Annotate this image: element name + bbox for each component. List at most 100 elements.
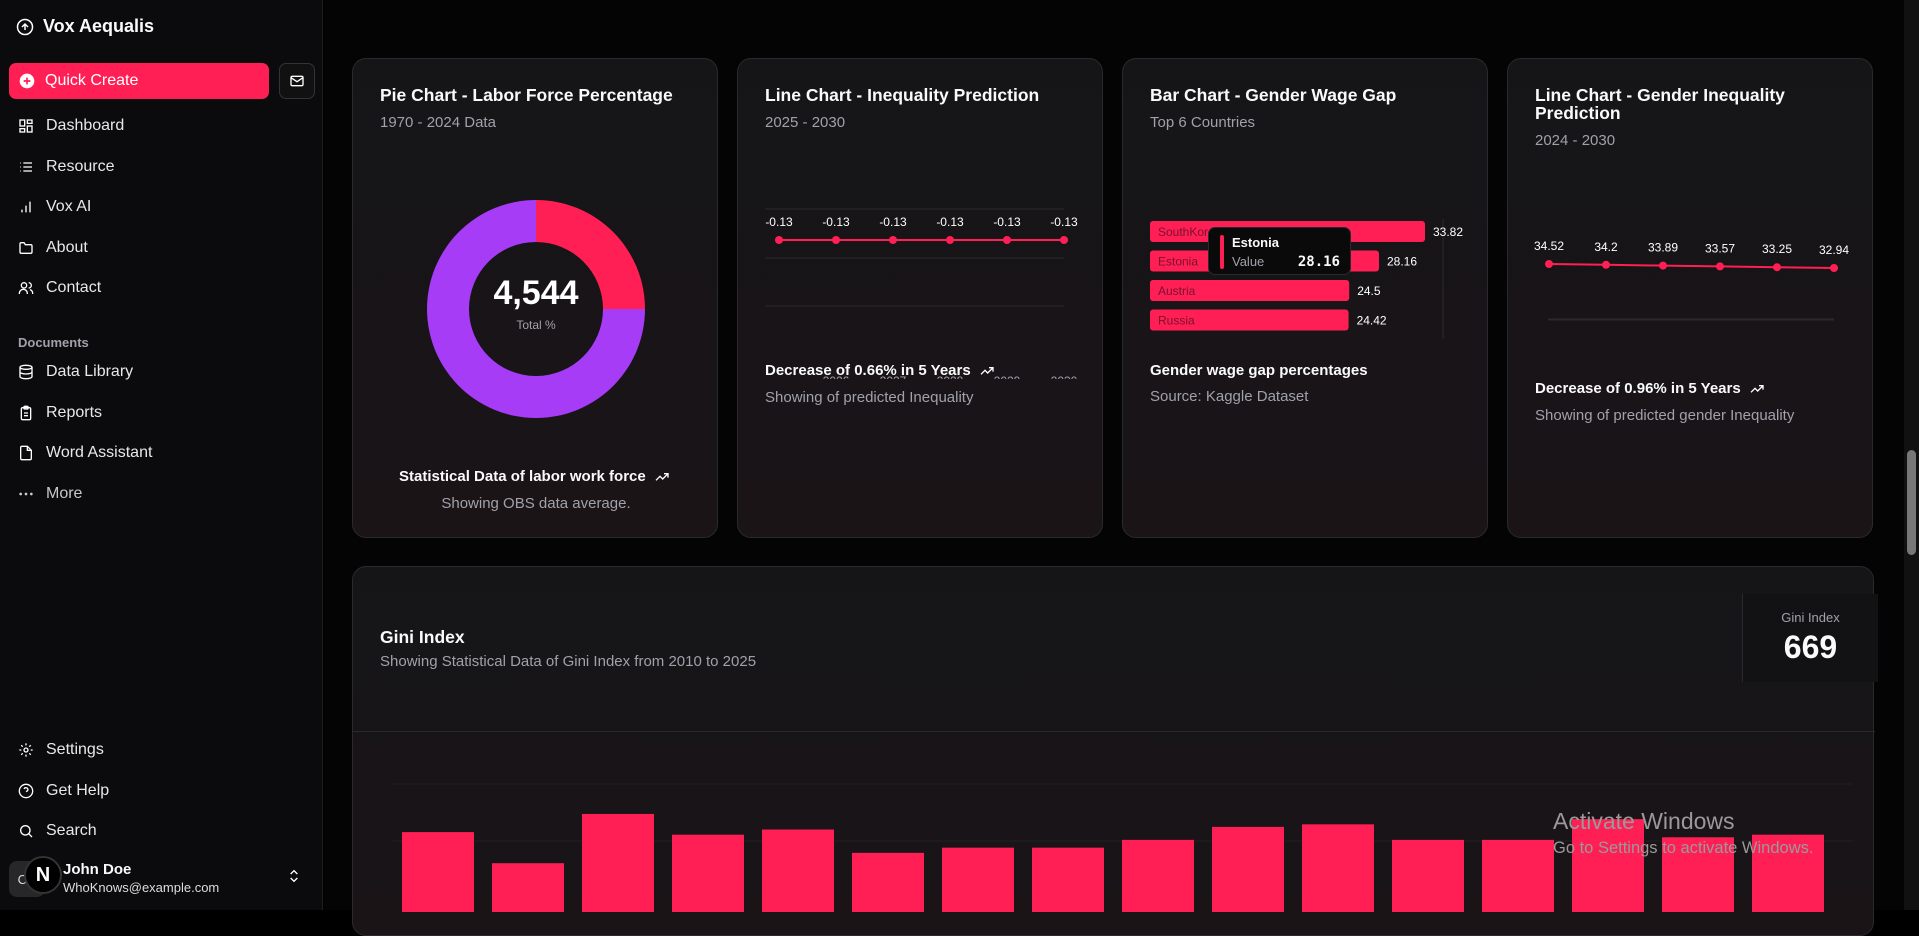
bar (1150, 280, 1350, 301)
nav-item-data-library[interactable]: Data Library (18, 352, 308, 393)
series-line (1548, 263, 1835, 269)
x-tick-label: 2029 (994, 374, 1021, 379)
user-email: WhoKnows@example.com (63, 880, 220, 895)
search-icon (20, 825, 33, 838)
divider (353, 731, 1875, 732)
donut-slice[interactable] (427, 200, 645, 418)
data-point (832, 236, 840, 244)
card-footer-sub: Source: Kaggle Dataset (1150, 388, 1309, 405)
folder-icon (19, 241, 33, 254)
nav-label: More (46, 484, 83, 502)
app-brand[interactable]: Vox Aequalis (16, 16, 154, 37)
trending-up-icon (980, 366, 994, 375)
nav-item-about[interactable]: About (18, 228, 308, 269)
inequality-line-card: Line Chart - Inequality Prediction 2025 … (737, 58, 1103, 538)
nav-label: Contact (46, 279, 102, 297)
nav-item-word-assistant[interactable]: Word Assistant (18, 433, 308, 474)
nav-item-get-help[interactable]: Get Help (18, 771, 308, 812)
data-point (1545, 260, 1553, 268)
nav-label: Resource (46, 157, 115, 175)
nav-item-settings[interactable]: Settings (18, 730, 308, 771)
card-subtitle: 2025 - 2030 (765, 114, 846, 131)
x-tick-label: 2027 (880, 374, 907, 379)
pie-chart-card: Pie Chart - Labor Force Percentage 1970 … (352, 58, 718, 538)
quick-create-button[interactable]: Quick Create (9, 63, 269, 99)
nav-item-dashboard[interactable]: Dashboard (18, 106, 308, 147)
bar (1392, 839, 1464, 912)
data-label: 34.52 (1534, 239, 1564, 253)
main-content: Pie Chart - Labor Force Percentage 1970 … (324, 0, 1904, 936)
nav-label: About (46, 238, 88, 256)
bar (582, 813, 654, 912)
bar (1572, 819, 1644, 912)
users-icon (18, 282, 34, 295)
main-nav: Dashboard Resource Vox AI About Contact (18, 106, 308, 309)
dashboard-icon (19, 119, 33, 133)
data-label: 34.2 (1594, 240, 1618, 254)
bar (492, 863, 564, 912)
gini-index-card: Gini Index Showing Statistical Data of G… (352, 566, 1878, 936)
bar (1212, 826, 1284, 912)
card-subtitle: Top 6 Countries (1150, 114, 1256, 131)
documents-nav: Documents Data Library Reports Word Assi… (18, 320, 308, 514)
windows-watermark: Activate Windows Go to Settings to activ… (1553, 808, 1813, 858)
data-label: -0.13 (993, 215, 1021, 229)
trending-up-icon (655, 472, 669, 481)
nav-item-search[interactable]: Search (18, 811, 308, 852)
gini-kpi[interactable]: Gini Index 669 (1742, 594, 1878, 682)
data-label: -0.13 (1050, 215, 1078, 229)
card-footer-title: Decrease of 0.96% in 5 Years (1535, 380, 1765, 397)
arrow-up-circle-icon (16, 18, 34, 35)
nav-label: Search (46, 822, 97, 840)
scrollbar-thumb[interactable] (1907, 450, 1916, 555)
card-title: Bar Chart - Gender Wage Gap (1150, 85, 1397, 105)
gender-inequality-line-chart: 34.5234.233.8933.5733.2532.9420262027202… (1534, 239, 1849, 321)
bar-value-label: 33.82 (1433, 225, 1463, 239)
quick-create-label: Quick Create (45, 72, 139, 89)
card-subtitle: 1970 - 2024 Data (380, 114, 496, 131)
nav-item-resource[interactable]: Resource (18, 147, 308, 188)
footer-title-text: Decrease of 0.66% in 5 Years (765, 362, 971, 379)
file-icon (20, 445, 32, 461)
data-point (1773, 263, 1781, 272)
data-point (1830, 264, 1838, 272)
tooltip-value: 28.16 (1297, 254, 1340, 270)
kpi-label: Gini Index (1781, 610, 1840, 625)
data-point (1602, 260, 1610, 269)
clipboard-icon (20, 405, 32, 421)
nav-item-more[interactable]: More (18, 474, 308, 515)
data-label: 32.94 (1819, 243, 1849, 257)
donut-center-value: 4,544 (493, 274, 578, 312)
gini-bar-chart (393, 783, 1853, 912)
data-label: -0.13 (765, 215, 793, 229)
bar-category-label: Russia (1158, 314, 1195, 328)
more-icon (19, 492, 33, 496)
mail-icon (290, 75, 304, 87)
gear-icon (19, 743, 33, 757)
card-footer-sub: Showing of predicted Inequality (765, 389, 974, 406)
page-scrollbar[interactable] (1904, 0, 1919, 910)
wage-gap-bar-card: Bar Chart - Gender Wage Gap Top 6 Countr… (1122, 58, 1488, 538)
user-menu[interactable]: CN N John Doe WhoKnows@example.com (9, 856, 314, 902)
bar-value-label: 24.42 (1357, 314, 1387, 328)
bar (1302, 824, 1374, 912)
card-title: Gini Index (380, 627, 465, 647)
user-name: John Doe (63, 861, 132, 878)
bar (852, 852, 924, 912)
nav-label: Dashboard (46, 117, 125, 135)
database-icon (19, 364, 33, 380)
card-footer-title: Statistical Data of labor work force (399, 468, 670, 485)
nav-item-reports[interactable]: Reports (18, 393, 308, 434)
inbox-button[interactable] (279, 63, 315, 99)
bar-value-label: 24.5 (1357, 284, 1381, 298)
bar (1482, 839, 1554, 912)
donut-slice[interactable] (536, 200, 645, 309)
plus-circle-icon (19, 73, 35, 89)
card-title: Line Chart - Inequality Prediction (765, 85, 1040, 105)
bar (402, 832, 474, 912)
nav-item-contact[interactable]: Contact (18, 268, 308, 309)
trending-up-icon (1750, 384, 1764, 393)
data-point (1659, 261, 1667, 270)
nav-item-vox-ai[interactable]: Vox AI (18, 187, 308, 228)
card-subtitle: Showing Statistical Data of Gini Index f… (380, 653, 757, 670)
